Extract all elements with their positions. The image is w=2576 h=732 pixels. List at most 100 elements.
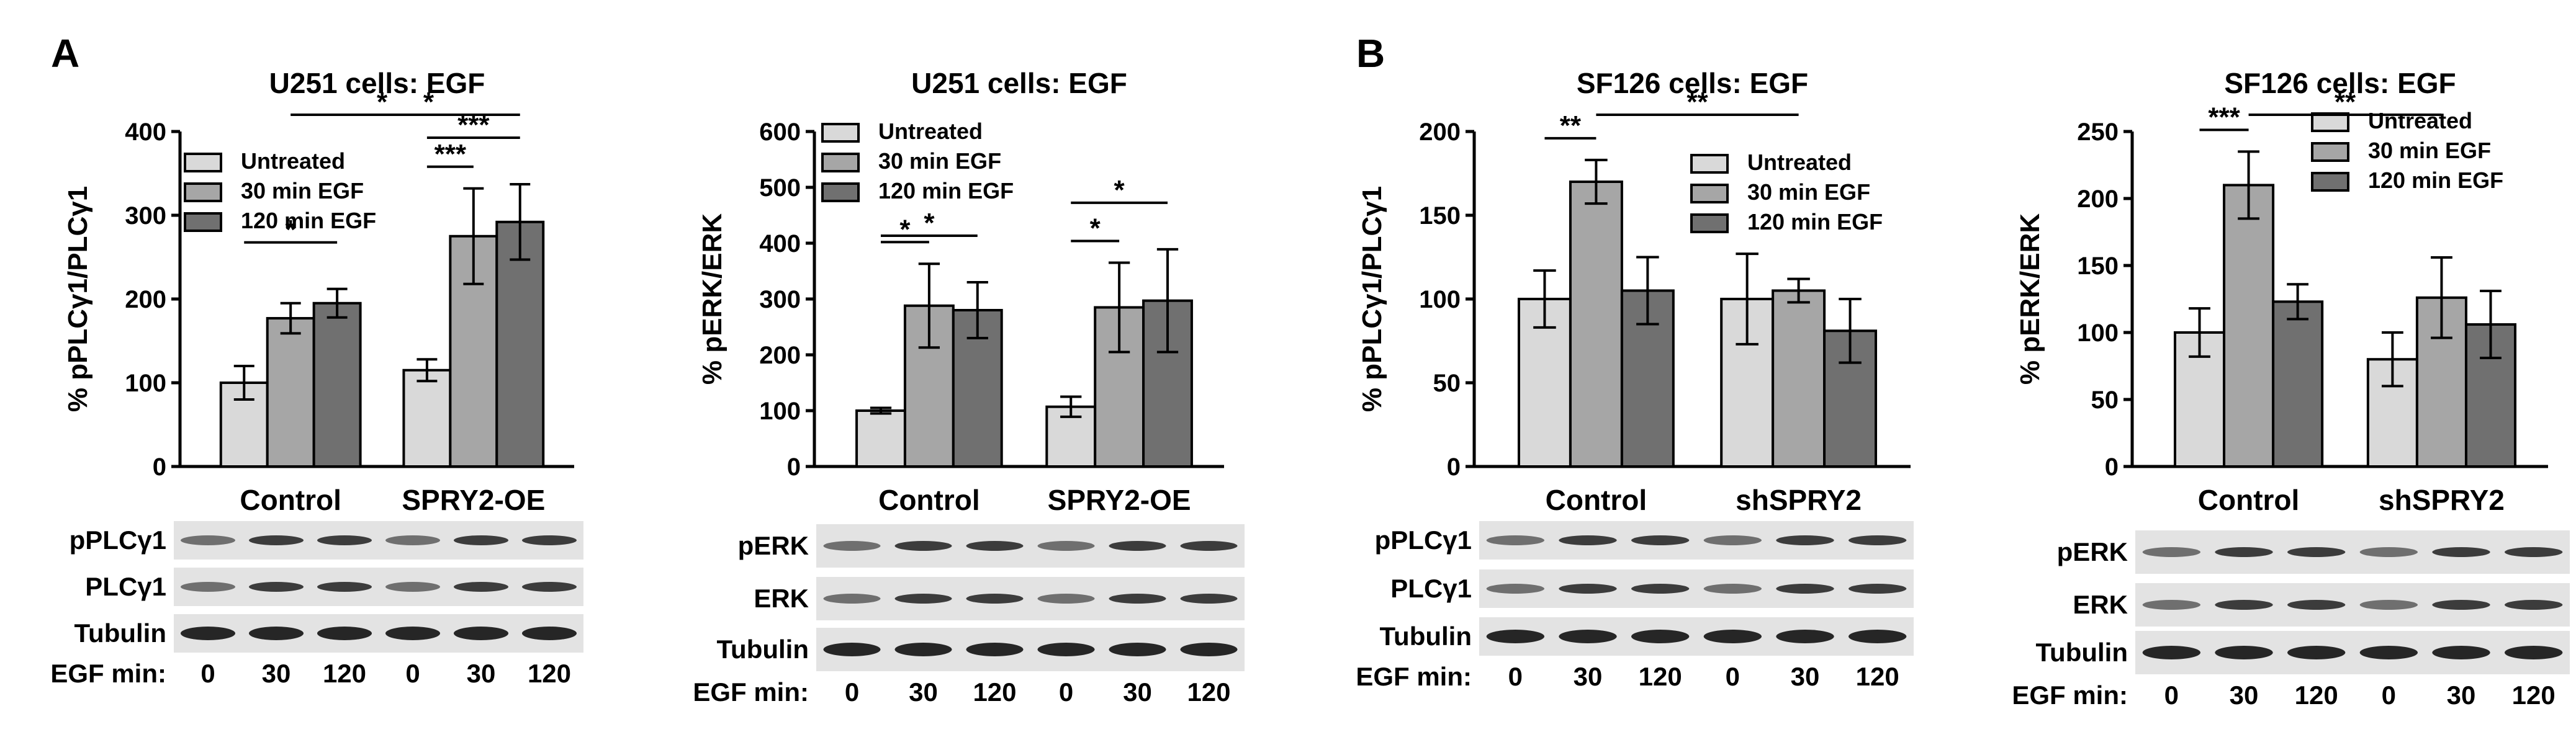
lane-label: 120	[1187, 677, 1230, 707]
blot-band	[2215, 600, 2273, 610]
y-axis-label: % pERK/ERK	[2015, 213, 2045, 385]
y-tick-label: 150	[1419, 202, 1461, 230]
blot-band	[1109, 594, 1166, 604]
chart-3: SF126 cells: EGF 0 50 100 150 200 % pPLCγ1/PLC…	[1356, 67, 1914, 691]
blot-band	[1703, 535, 1762, 545]
chart-title: SF126 cells: EGF	[2224, 67, 2456, 99]
blot-band	[522, 627, 577, 640]
lane-label: 120	[2512, 681, 2556, 710]
blot-band	[249, 535, 304, 545]
lane-label: 120	[528, 659, 571, 688]
legend-label: 120 min EGF	[2368, 167, 2503, 193]
blot-label: Tubulin	[2036, 638, 2128, 667]
blot-strip	[1479, 617, 1914, 656]
legend-swatch	[184, 182, 222, 202]
blot-strip	[2135, 583, 2570, 627]
blot-band	[1559, 630, 1617, 643]
blot-band	[2432, 547, 2490, 557]
blot-band	[966, 594, 1024, 604]
legend-label: 30 min EGF	[2368, 138, 2491, 163]
blot-band	[823, 541, 881, 551]
blot-strip	[816, 628, 1245, 671]
significance-label: *	[899, 214, 911, 244]
category-label: shSPRY2	[2379, 484, 2505, 516]
egf-min-label: EGF min:	[693, 677, 809, 707]
blot-band	[1776, 630, 1834, 643]
blot-band	[2359, 646, 2418, 659]
lane-label: 30	[2230, 681, 2259, 710]
blot-strip	[174, 568, 583, 606]
panel-label-b: B	[1356, 31, 1385, 76]
blot-strip	[2135, 631, 2570, 674]
blot-band	[2432, 646, 2490, 659]
significance-label: **	[2335, 87, 2356, 117]
y-tick-label: 200	[1419, 118, 1461, 146]
lane-label: 30	[467, 659, 496, 688]
y-tick-label: 0	[787, 453, 801, 481]
y-axis-label: % pERK/ERK	[697, 213, 727, 385]
y-tick-label: 100	[2077, 319, 2119, 347]
significance-label: *	[377, 87, 388, 117]
blot-band	[249, 627, 304, 640]
significance-label: *	[423, 87, 435, 117]
category-label: shSPRY2	[1736, 484, 1862, 516]
blot-band	[454, 535, 508, 545]
y-tick-label: 250	[2077, 118, 2119, 146]
blot-label: Tubulin	[1380, 622, 1472, 651]
blot-band	[1037, 594, 1095, 604]
blot-band	[317, 582, 372, 592]
blot-band	[1559, 584, 1617, 594]
blot-band	[2142, 646, 2200, 659]
blot-band	[1037, 541, 1095, 551]
blot-band	[522, 582, 577, 592]
blot-band	[181, 535, 235, 545]
lane-label: 0	[405, 659, 420, 688]
y-tick-label: 200	[2077, 185, 2119, 213]
blot-band	[1180, 541, 1238, 551]
blot-label: pERK	[2057, 537, 2128, 566]
lane-label: 0	[2382, 681, 2396, 710]
lane-label: 30	[262, 659, 291, 688]
lane-label: 120	[2295, 681, 2338, 710]
lane-label: 0	[2164, 681, 2179, 710]
bar	[1772, 289, 1826, 468]
y-tick-label: 50	[1433, 370, 1461, 397]
blot-label: ERK	[754, 584, 809, 613]
blot-strip	[174, 614, 583, 653]
significance-label: ***	[457, 110, 490, 140]
lane-label: 120	[323, 659, 366, 688]
y-tick-label: 300	[759, 286, 801, 313]
legend-swatch	[1690, 154, 1729, 174]
significance-label: ***	[2208, 102, 2240, 132]
legend-label: 120 min EGF	[241, 208, 376, 233]
bar	[2223, 184, 2275, 468]
blot-band	[2287, 646, 2346, 659]
blot-band	[1180, 594, 1238, 604]
blot-band	[2432, 600, 2490, 610]
significance-label: *	[1114, 175, 1125, 205]
blot-band	[1109, 643, 1166, 656]
blot-band	[1109, 541, 1166, 551]
blot-label: PLCγ1	[85, 572, 166, 601]
blot-band	[1703, 584, 1762, 594]
lane-label: 30	[1574, 662, 1603, 691]
blot-band	[1180, 643, 1238, 656]
blot-band	[1486, 535, 1544, 545]
chart-4: SF126 cells: EGF 0 50 100 150 200 250 % pERK/ER…	[2012, 67, 2570, 710]
blot-label: pPLCγ1	[70, 525, 166, 555]
blot-strip	[1479, 569, 1914, 608]
y-tick-label: 0	[2105, 453, 2119, 481]
lane-label: 0	[1508, 662, 1523, 691]
y-tick-label: 100	[1419, 286, 1461, 313]
blot-strip	[2135, 530, 2570, 574]
legend-label: 120 min EGF	[1747, 209, 1883, 234]
lane-label: 120	[1639, 662, 1682, 691]
category-label: SPRY2-OE	[402, 484, 545, 516]
blot-strip	[1479, 521, 1914, 560]
significance-label: *	[286, 215, 297, 245]
lane-label: 30	[2447, 681, 2476, 710]
blot-band	[317, 627, 372, 640]
y-tick-label: 500	[759, 174, 801, 202]
